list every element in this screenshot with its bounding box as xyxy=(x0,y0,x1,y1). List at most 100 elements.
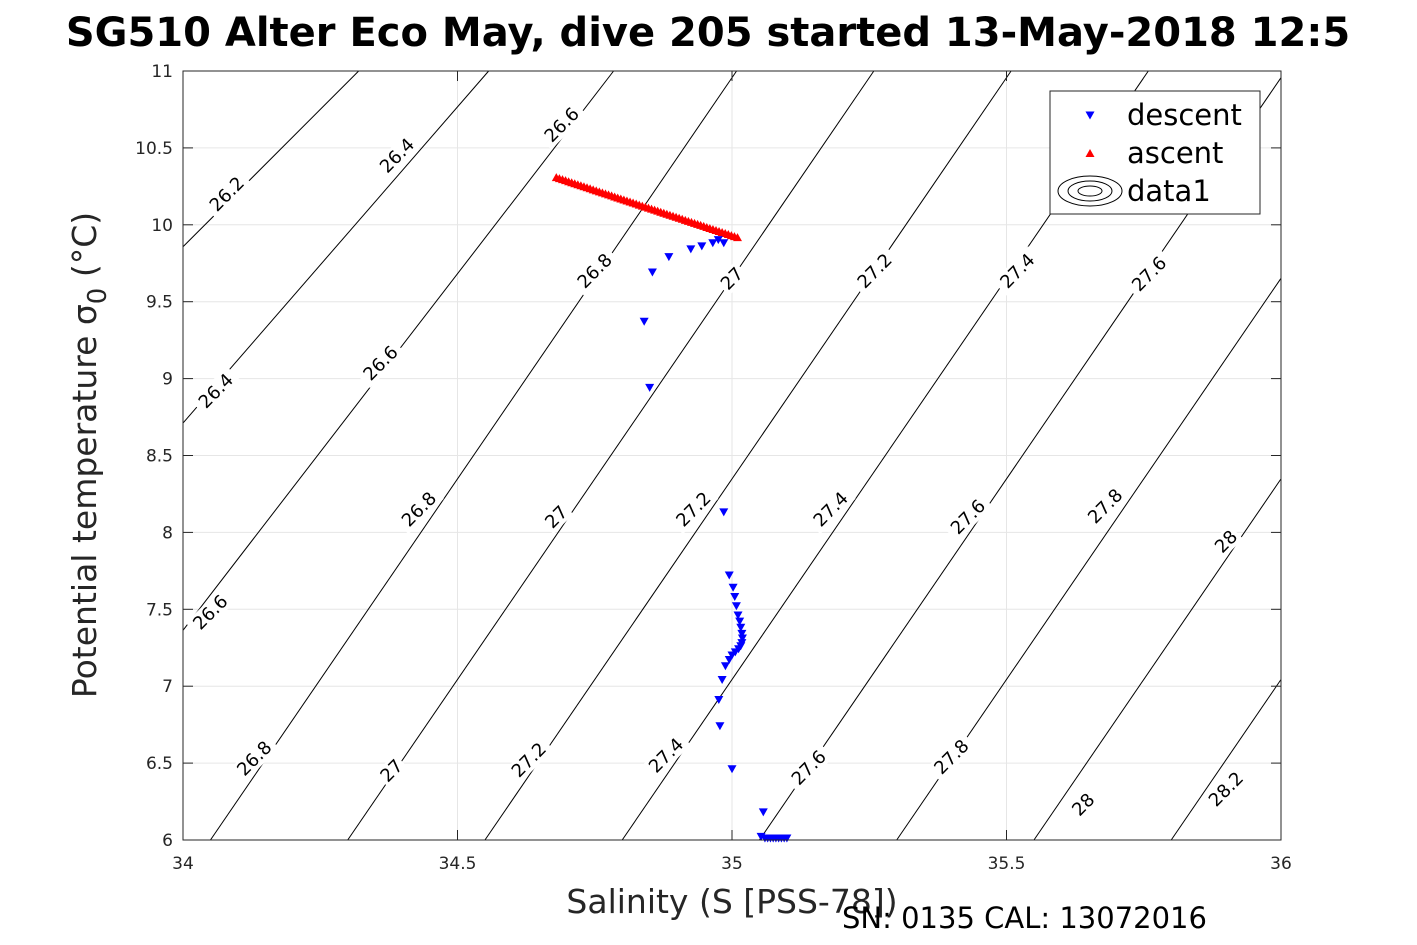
y-tick-label: 10 xyxy=(151,216,173,236)
contour-labels: 26.226.426.626.426.626.826.626.82726.827… xyxy=(185,100,1251,822)
isopycnal-line xyxy=(1170,679,1282,841)
isopycnal-label-bg xyxy=(1066,787,1101,822)
y-tick-label: 8.5 xyxy=(146,447,173,467)
x-tick-label: 35.5 xyxy=(988,854,1026,874)
descent-point xyxy=(715,722,725,731)
isopycnal-label-bg xyxy=(943,492,993,542)
legend-box xyxy=(1049,90,1261,215)
descent-point xyxy=(664,253,674,262)
isopycnal-label: 27.8 xyxy=(1080,481,1131,532)
y-axis-label-main: Potential temperature σ xyxy=(65,304,104,698)
isopycnal-label-bg xyxy=(784,742,834,793)
y-axis-label: Potential temperature σ0 (°C) xyxy=(65,212,113,698)
descent-point xyxy=(733,611,743,620)
ascent-point xyxy=(732,233,742,242)
isopycnal-label-bg xyxy=(1201,764,1251,814)
y-tick-label: 9.5 xyxy=(146,293,173,313)
legend-descent-marker xyxy=(1085,111,1095,120)
ascent-markers xyxy=(551,173,742,242)
y-tick-label: 8 xyxy=(162,523,173,543)
isopycnal-label-bg xyxy=(539,500,574,534)
axis-ticks xyxy=(182,70,1282,841)
descent-point xyxy=(708,239,718,248)
descent-point xyxy=(736,623,746,632)
x-tick-label: 36 xyxy=(1270,854,1292,874)
descent-point xyxy=(731,602,741,611)
legend-data1-label: data1 xyxy=(1127,174,1211,208)
x-tick-label: 34 xyxy=(172,854,194,874)
descent-point xyxy=(727,651,737,660)
isopycnal-label-bg xyxy=(926,732,977,782)
chart-title: SG510 Alter Eco May, dive 205 started 13… xyxy=(66,10,1350,56)
isopycnal-label-bg xyxy=(668,484,719,535)
isopycnal-line xyxy=(182,70,490,424)
isopycnal-line xyxy=(182,70,360,248)
isopycnal-label-bg xyxy=(355,338,406,388)
legend-ascent-label: ascent xyxy=(1127,136,1223,170)
isopycnal-label-bg xyxy=(191,366,241,416)
legend-ascent-marker xyxy=(1085,149,1095,157)
footer-serial-cal: SN: 0135 CAL: 13072016 xyxy=(842,901,1207,935)
descent-point xyxy=(713,236,723,245)
y-tick-label: 9 xyxy=(162,370,173,390)
x-axis-label: Salinity (S [PSS-78]) xyxy=(566,882,897,921)
y-axis-label-unit: (°C) xyxy=(65,212,104,288)
y-axis-label-subscript: 0 xyxy=(83,288,113,305)
isopycnal-label-bg xyxy=(1080,481,1131,532)
isopycnal-label-bg xyxy=(537,100,587,150)
x-tick-label: 35 xyxy=(721,854,743,874)
isopycnal-label-bg xyxy=(374,753,409,788)
descent-point xyxy=(697,242,707,251)
y-tick-label: 6.5 xyxy=(146,754,173,774)
descent-point xyxy=(717,676,727,685)
descent-point xyxy=(730,592,740,601)
legend-contour-icon xyxy=(1057,175,1123,207)
legend-descent-label: descent xyxy=(1127,98,1242,132)
descent-point xyxy=(724,656,734,665)
isopycnal-label-bg xyxy=(202,169,252,219)
y-tick-label: 7 xyxy=(162,677,173,697)
isopycnal-label-bg xyxy=(372,130,422,181)
isopycnal-line xyxy=(210,70,737,841)
isopycnal-label-bg xyxy=(806,484,856,535)
descent-point xyxy=(724,571,734,580)
isopycnal-label-bg xyxy=(641,730,691,781)
isopycnal-label-bg xyxy=(992,246,1043,296)
x-tick-label: 34.5 xyxy=(439,854,477,874)
descent-point xyxy=(720,662,730,671)
descent-point xyxy=(639,317,649,326)
isopycnal-label-bg xyxy=(185,587,236,638)
x-tick-labels: 34 34.5 35 35.5 36 xyxy=(172,854,1292,874)
descent-point xyxy=(727,765,737,774)
descent-markers xyxy=(639,236,792,843)
descent-point xyxy=(714,696,724,705)
y-tick-label: 6 xyxy=(162,831,173,851)
descent-point xyxy=(719,239,729,248)
isopycnal-label-bg xyxy=(715,261,749,296)
descent-point xyxy=(735,617,745,626)
isopycnal-label: 26.6 xyxy=(355,338,406,388)
isopycnal-label-bg xyxy=(1209,524,1244,559)
descent-point xyxy=(737,634,747,643)
isopycnal-label-bg xyxy=(849,246,900,296)
legend: descent ascent data1 xyxy=(1049,90,1261,215)
descent-point xyxy=(737,629,747,638)
descent-point xyxy=(645,383,655,392)
isopycnal-label-bg xyxy=(1124,249,1174,299)
isopycnal-label-bg xyxy=(504,735,554,785)
y-tick-labels: 6 6.5 7 7.5 8 8.5 9 9.5 10 10.5 11 xyxy=(135,62,173,851)
isopycnal-label-bg xyxy=(229,733,280,784)
descent-point xyxy=(647,268,657,277)
isopycnal-label-bg xyxy=(394,484,444,535)
descent-point xyxy=(758,808,768,817)
y-tick-label: 11 xyxy=(151,62,173,82)
y-tick-label: 10.5 xyxy=(135,139,173,159)
isopycnal-line xyxy=(347,70,875,841)
descent-point xyxy=(686,245,696,254)
isopycnal-label-bg xyxy=(570,246,620,296)
descent-point xyxy=(719,508,729,517)
descent-point xyxy=(782,834,792,843)
descent-point xyxy=(728,583,738,592)
isopycnal-line xyxy=(484,70,1012,841)
